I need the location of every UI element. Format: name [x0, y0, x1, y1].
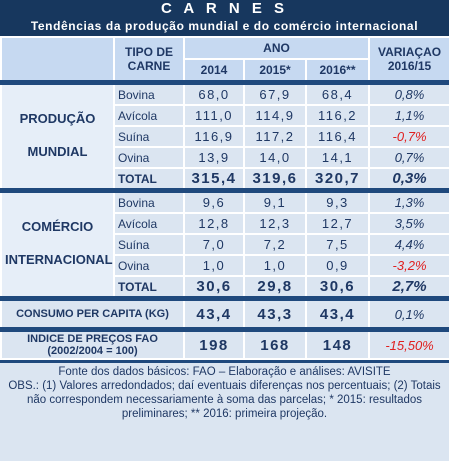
year-value: 14,0 — [243, 146, 307, 169]
year-value: 68,4 — [304, 80, 371, 106]
header-year: 2015* — [243, 58, 307, 84]
year-value: 43,4 — [304, 296, 371, 331]
table-header: TIPO DE CARNE ANO VARIAÇAO 2016/15 2014 2015… — [0, 36, 449, 84]
year-value: 116,4 — [304, 125, 371, 148]
meat-type: Bovina — [113, 188, 185, 214]
header-year-group: ANO — [182, 36, 371, 60]
title-bar: C A R N E S Tendências da produção mundi… — [0, 0, 449, 36]
data-row: Ovina 13,9 14,0 14,1 0,7% — [1, 146, 449, 169]
summary-label: CONSUMO PER CAPITA (KG) — [0, 296, 185, 331]
section-label: PRODUÇÃO MUNDIAL — [0, 80, 115, 192]
data-row: PRODUÇÃO MUNDIAL Bovina 68,0 67,9 68,4 0,8% — [0, 80, 449, 192]
change-value: 0,1% — [368, 296, 449, 331]
section: COMÉRCIO INTERNACIONAL Bovina 9,6 9,1 9,3 1,3%… — [0, 188, 449, 300]
year-value: 319,6 — [243, 167, 307, 192]
year-value: 116,9 — [183, 125, 245, 148]
header-year: 2014 — [183, 58, 245, 84]
year-value: 1,0 — [243, 254, 307, 277]
header-year: 2016** — [304, 58, 371, 84]
meat-type: Ovina — [113, 146, 185, 169]
change-value: 4,4% — [368, 233, 449, 256]
footer: Fonte dos dados básicos: FAO – Elaboraçã… — [0, 360, 449, 423]
year-value: 12,7 — [304, 212, 371, 235]
change-value: 1,1% — [368, 104, 449, 127]
header-change: VARIAÇAO 2016/15 — [368, 36, 449, 84]
year-value: 7,0 — [183, 233, 245, 256]
header-blank — [0, 36, 115, 84]
year-value: 43,4 — [183, 296, 245, 331]
year-value: 116,2 — [304, 104, 371, 127]
data-row: Suína 116,9 117,2 116,4 -0,7% — [1, 125, 449, 148]
change-value: 0,8% — [368, 80, 449, 106]
data-row: Avícola 12,8 12,3 12,7 3,5% — [1, 212, 449, 235]
header-type: TIPO DE CARNE — [113, 36, 185, 84]
note: OBS.: (1) Valores arredondados; daí even… — [8, 380, 441, 420]
year-value: 29,8 — [243, 275, 307, 300]
year-value: 14,1 — [304, 146, 371, 169]
header-row: TIPO DE CARNE ANO VARIAÇAO 2016/15 — [0, 36, 449, 84]
year-value: 117,2 — [243, 125, 307, 148]
year-value: 320,7 — [304, 167, 371, 192]
year-value: 68,0 — [183, 80, 245, 106]
change-value: -0,7% — [368, 125, 449, 148]
data-table: TIPO DE CARNE ANO VARIAÇAO 2016/15 2014 2015… — [0, 36, 449, 360]
section-label-line: INTERNACIONAL — [5, 251, 113, 267]
year-value: 30,6 — [183, 275, 245, 300]
data-row: COMÉRCIO INTERNACIONAL Bovina 9,6 9,1 9,3 1,3% — [0, 188, 449, 300]
year-value: 148 — [304, 327, 371, 360]
change-value: 1,3% — [368, 188, 449, 214]
year-value: 198 — [183, 327, 245, 360]
source: Fonte dos dados básicos: FAO – Elaboraçã… — [58, 366, 391, 378]
data-row: Suína 7,0 7,2 7,5 4,4% — [1, 233, 449, 256]
year-value: 7,5 — [304, 233, 371, 256]
section-label-line: PRODUÇÃO — [19, 110, 96, 126]
section-label-line: COMÉRCIO — [21, 218, 94, 234]
change-value: 3,5% — [368, 212, 449, 235]
year-value: 30,6 — [304, 275, 371, 300]
change-value: -3,2% — [368, 254, 449, 277]
meat-type: Avícola — [113, 104, 185, 127]
subtitle: Tendências da produção mundial e do comé… — [30, 19, 419, 33]
year-value: 13,9 — [183, 146, 245, 169]
year-value: 9,1 — [243, 188, 307, 214]
summary-label: INDICE DE PREÇOS FAO (2002/2004 = 100) — [0, 327, 185, 360]
summary: CONSUMO PER CAPITA (KG) 43,4 43,3 43,4 0,1% I… — [0, 296, 449, 360]
meat-type: TOTAL — [113, 275, 185, 300]
meat-type: Suína — [113, 125, 185, 148]
section: PRODUÇÃO MUNDIAL Bovina 68,0 67,9 68,4 0,8% Aví… — [0, 80, 449, 192]
title: C A R N E S — [160, 0, 289, 17]
meat-type: Ovina — [113, 254, 185, 277]
meat-type: TOTAL — [113, 167, 185, 192]
year-value: 12,3 — [243, 212, 307, 235]
year-value: 114,9 — [243, 104, 307, 127]
meat-type: Suína — [113, 233, 185, 256]
section-label-line: MUNDIAL — [27, 143, 88, 159]
year-value: 9,6 — [183, 188, 245, 214]
year-value: 315,4 — [183, 167, 245, 192]
year-value: 1,0 — [183, 254, 245, 277]
change-value: -15,50% — [368, 327, 449, 360]
year-value: 111,0 — [183, 104, 245, 127]
summary-row: CONSUMO PER CAPITA (KG) 43,4 43,3 43,4 0,1% — [0, 296, 449, 331]
meat-type: Bovina — [113, 80, 185, 106]
summary-row: INDICE DE PREÇOS FAO (2002/2004 = 100) 19… — [0, 327, 449, 360]
change-value: 0,3% — [368, 167, 449, 192]
change-value: 2,7% — [368, 275, 449, 300]
year-value: 0,9 — [304, 254, 371, 277]
year-value: 168 — [243, 327, 307, 360]
change-value: 0,7% — [368, 146, 449, 169]
data-row: Ovina 1,0 1,0 0,9 -3,2% — [1, 254, 449, 277]
year-value: 43,3 — [243, 296, 307, 331]
data-row: Avícola 111,0 114,9 116,2 1,1% — [1, 104, 449, 127]
year-value: 12,8 — [183, 212, 245, 235]
section-label: COMÉRCIO INTERNACIONAL — [0, 188, 115, 300]
year-value: 67,9 — [243, 80, 307, 106]
year-value: 7,2 — [243, 233, 307, 256]
year-value: 9,3 — [304, 188, 371, 214]
meat-type: Avícola — [113, 212, 185, 235]
